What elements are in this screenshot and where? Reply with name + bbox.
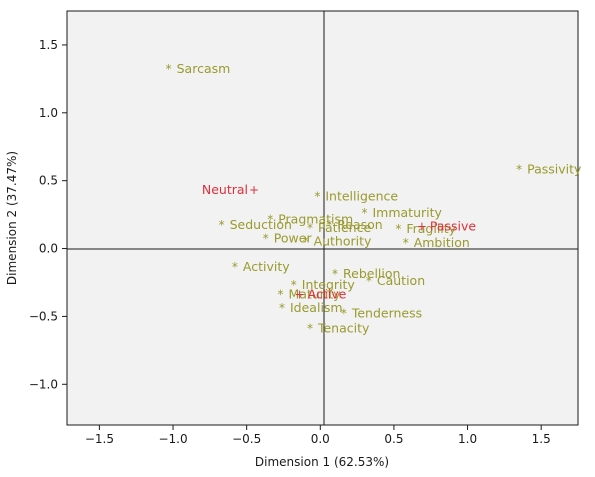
- y-tick-label: 0.5: [39, 174, 58, 188]
- y-tick-label: 1.5: [39, 38, 58, 52]
- point-label: Idealism: [290, 300, 343, 315]
- point-label: Passive: [430, 218, 477, 233]
- point-marker: *: [516, 162, 522, 176]
- point-marker: *: [366, 274, 372, 288]
- point-marker: *: [307, 221, 313, 235]
- point-marker: *: [332, 267, 338, 281]
- point-label: Tenderness: [351, 305, 422, 320]
- y-axis-ticks: −1.0 −0.5 0.0 0.5 1.0 1.5: [29, 38, 67, 391]
- y-tick-label: −1.0: [29, 377, 58, 391]
- x-tick-label: −1.5: [85, 432, 114, 446]
- point-marker: *: [267, 213, 273, 227]
- point-marker: *: [291, 278, 297, 292]
- point-label: Sarcasm: [177, 61, 231, 76]
- y-axis-title: Dimension 2 (37.47%): [5, 151, 19, 285]
- point-label: Integrity: [302, 277, 356, 292]
- y-tick-label: −0.5: [29, 309, 58, 323]
- y-tick-label: 0.0: [39, 242, 58, 256]
- x-tick-label: −0.5: [232, 432, 261, 446]
- x-tick-label: 0.5: [384, 432, 403, 446]
- point-marker: *: [219, 218, 225, 232]
- point-label: Authority: [314, 233, 372, 248]
- x-tick-label: 1.5: [532, 432, 551, 446]
- point-label: Immaturity: [372, 205, 442, 220]
- point-label: Patience: [318, 220, 371, 235]
- point-label: Ambition: [414, 235, 470, 250]
- point-label: Rebellion: [343, 266, 400, 281]
- point-label: Neutral: [202, 182, 248, 197]
- data-points: * Sarcasm* Passivity* Intelligence* Pragmati…: [166, 61, 582, 335]
- point-label: Tenacity: [317, 320, 370, 335]
- point-marker: +: [249, 183, 259, 197]
- point-label: Seduction: [230, 217, 292, 232]
- y-tick-label: 1.0: [39, 106, 58, 120]
- point-marker: *: [303, 234, 309, 248]
- point-label: Active: [308, 286, 347, 301]
- point-marker: *: [361, 206, 367, 220]
- point-label: Intelligence: [325, 189, 398, 204]
- point-marker: *: [403, 236, 409, 250]
- point-label: Reason: [337, 217, 383, 232]
- point-marker: *: [307, 321, 313, 335]
- point-label: Power: [274, 231, 313, 246]
- point-label: Activity: [243, 259, 290, 274]
- point-marker: *: [314, 190, 320, 204]
- point-marker: *: [232, 260, 238, 274]
- plot-background: [67, 11, 578, 425]
- x-tick-label: 0.0: [311, 432, 330, 446]
- point-marker: *: [279, 301, 285, 315]
- point-marker: *: [395, 222, 401, 236]
- x-axis-ticks: −1.5 −1.0 −0.5 0.0 0.5 1.0 1.5: [85, 425, 551, 446]
- x-tick-label: −1.0: [158, 432, 187, 446]
- point-marker: *: [263, 232, 269, 246]
- point-marker: *: [278, 287, 284, 301]
- x-tick-label: 1.0: [458, 432, 477, 446]
- point-label: Fragility: [406, 221, 456, 236]
- x-axis-title: Dimension 1 (62.53%): [255, 455, 389, 469]
- point-label: Passivity: [527, 161, 582, 176]
- plot-frame: [66, 10, 579, 426]
- point-marker: *: [166, 62, 172, 76]
- point-marker: +: [295, 287, 305, 301]
- point-marker: *: [326, 218, 332, 232]
- point-marker: *: [341, 306, 347, 320]
- point-label: Caution: [377, 273, 425, 288]
- point-label: Maturity: [289, 286, 342, 301]
- point-marker: +: [417, 219, 427, 233]
- point-label: Pragmatism: [278, 212, 353, 227]
